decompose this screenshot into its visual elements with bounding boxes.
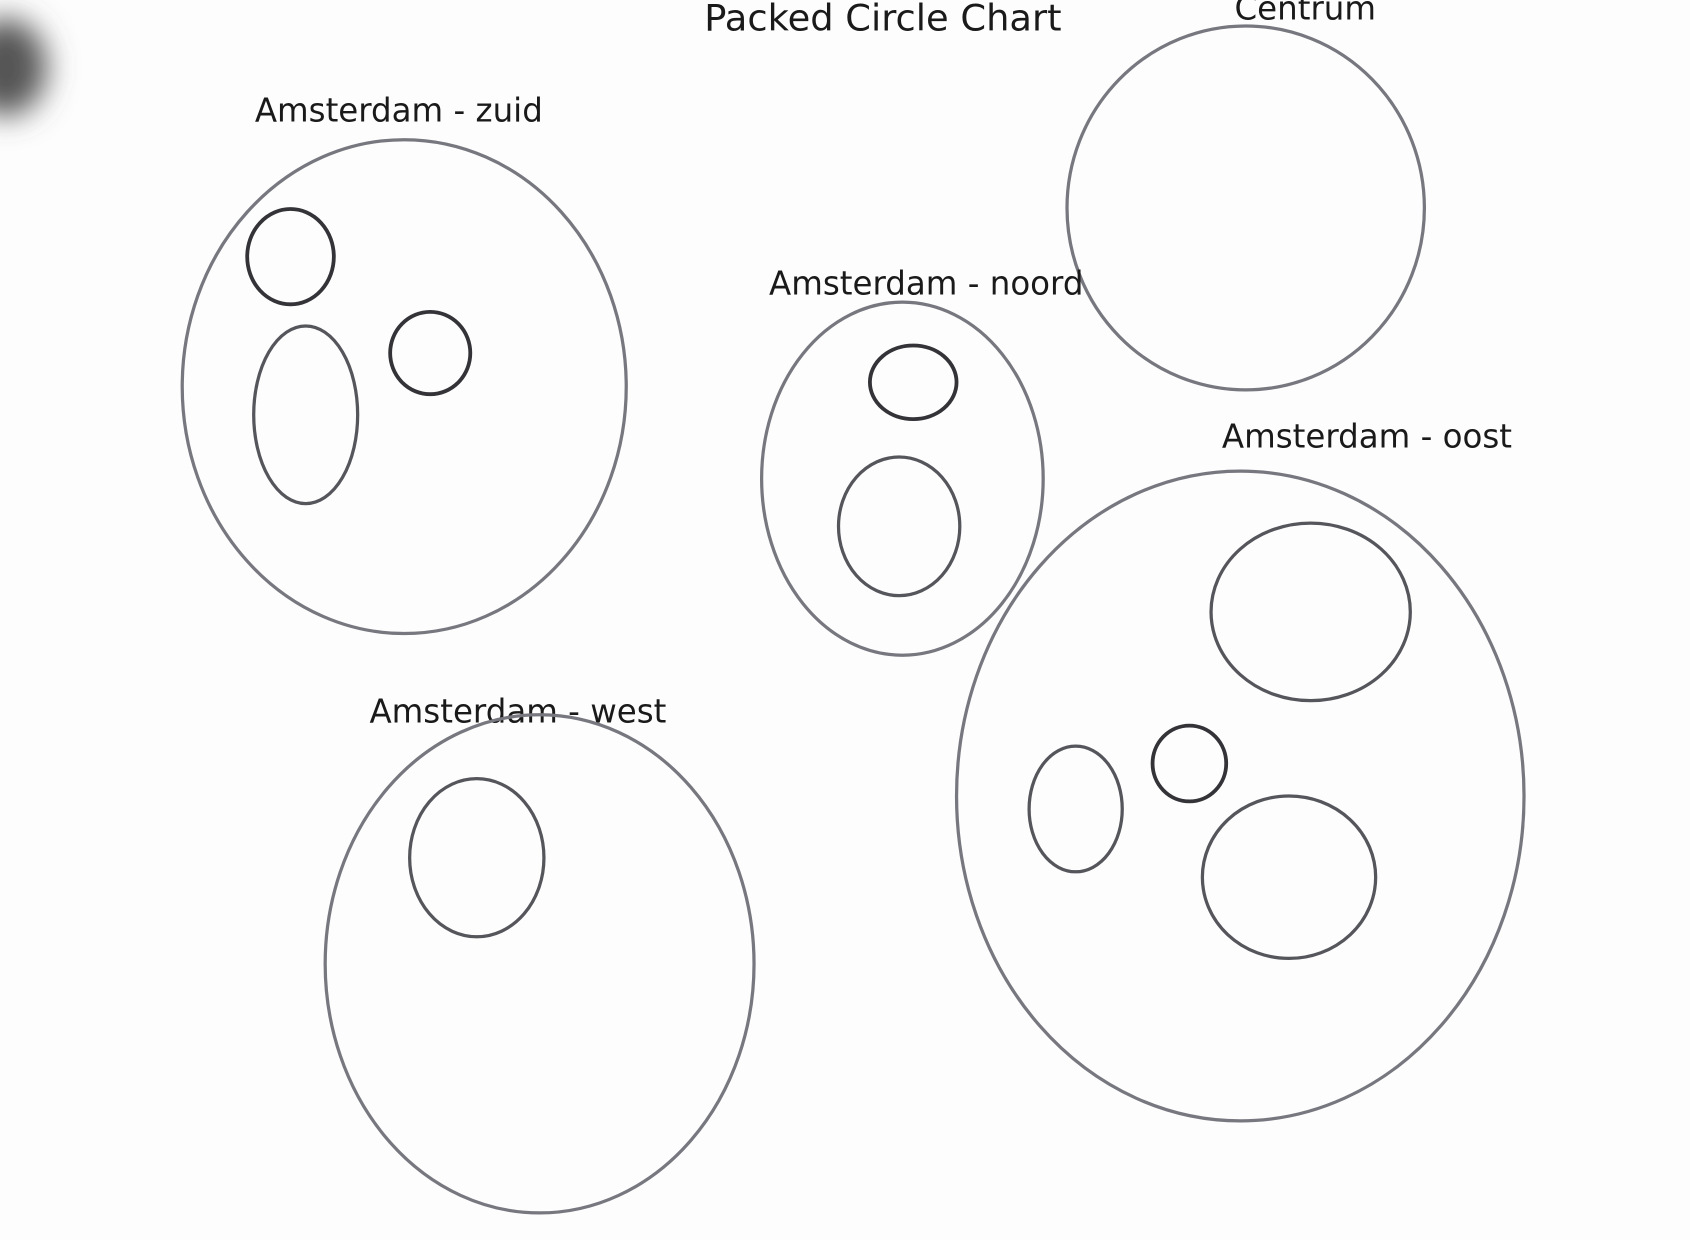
- sub-circle: [1200, 794, 1378, 961]
- title: Packed Circle Chart: [704, 0, 1061, 39]
- sub-circle: [245, 207, 336, 307]
- group-circle: [323, 713, 756, 1215]
- group-label: Amsterdam - zuid: [255, 91, 543, 129]
- group-label: Amsterdam - oost: [1222, 417, 1512, 455]
- sub-circle: [252, 324, 360, 506]
- sub-circle: [388, 310, 473, 397]
- group-label: Centrum: [1235, 0, 1377, 27]
- group-circle: [954, 469, 1526, 1123]
- group-circle: [1065, 24, 1427, 392]
- sub-circle: [1150, 723, 1229, 804]
- sub-circle: [1027, 744, 1124, 874]
- group-label: Amsterdam - west: [369, 692, 666, 730]
- sub-circle: [836, 455, 962, 598]
- shadow: [0, 18, 47, 116]
- sub-circle: [408, 777, 546, 939]
- sub-circle: [1209, 521, 1412, 703]
- group-label: Amsterdam - noord: [769, 265, 1083, 303]
- group-circle: [759, 300, 1045, 657]
- sub-circle: [868, 343, 959, 422]
- group-circle: [180, 138, 628, 636]
